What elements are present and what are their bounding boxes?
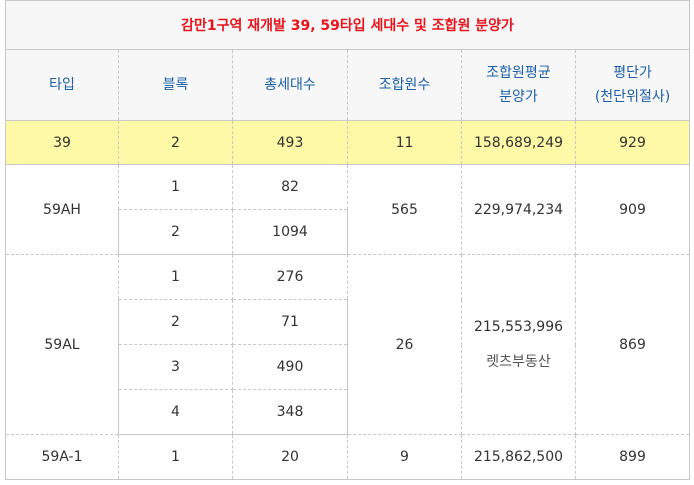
table-row-59ah-2: 2 1094 [6,209,690,255]
header-total-households: 총세대수 [232,49,348,121]
block-cell: 2 [118,209,233,255]
type-cell: 59AH [5,164,119,255]
households-cell: 20 [232,434,348,480]
households-cell: 493 [232,120,348,165]
table-row-39: 39 2 493 11 158,689,249 929 [5,120,691,165]
per-pyeong-cell: 909 [574,164,691,255]
members-cell: 9 [347,434,462,480]
header-members: 조합원수 [347,49,462,121]
header-type: 타입 [5,49,119,121]
header-per-pyeong-line2: (천단위절사) [594,89,671,105]
avg-price-cell: 158,689,249 [461,120,576,165]
block-cell: 1 [118,434,233,480]
table-row-59al-1: 59AL 1 276 26 215,553,996 렛츠부동산 869 [5,254,691,435]
households-cell: 490 [232,344,348,390]
header-block: 블록 [118,49,233,121]
header-per-pyeong-line1: 평단가 [613,65,652,81]
table-row-59ah-1: 59AH 1 82 565 229,974,234 909 [5,164,691,255]
type-cell: 59AL [5,254,119,435]
block-cell: 1 [118,254,233,300]
per-pyeong-cell: 929 [574,120,691,165]
avg-price-value: 215,553,996 [473,318,564,335]
per-pyeong-cell: 899 [574,434,691,480]
block-cell: 4 [118,389,233,435]
households-cell: 1094 [232,209,348,255]
avg-price-cell: 215,862,500 [461,434,576,480]
watermark-text: 렛츠부동산 [486,353,551,370]
avg-price-cell: 215,553,996 렛츠부동산 [461,254,576,435]
households-cell: 276 [232,254,348,300]
members-cell: 11 [347,120,462,165]
header-avg-price: 조합원평균 분양가 [461,49,576,121]
block-cell: 2 [118,120,233,165]
members-cell: 565 [347,164,462,255]
members-cell: 26 [347,254,462,435]
avg-price-cell: 229,974,234 [461,164,576,255]
header-per-pyeong: 평단가 (천단위절사) [574,49,691,121]
per-pyeong-cell: 869 [574,254,691,435]
block-cell: 1 [118,164,233,210]
type-cell: 39 [5,120,119,165]
type-cell: 59A-1 [5,434,119,480]
block-cell: 3 [118,344,233,390]
table-row-59al-2: 2 71 [6,299,690,345]
table-row-59al-4: 4 348 [6,389,690,435]
households-cell: 82 [232,164,348,210]
table-title: 감만1구역 재개발 39, 59타입 세대수 및 조합원 분양가 [4,0,691,50]
households-cell: 71 [232,299,348,345]
table-row-59al-3: 3 490 [6,344,690,390]
table-row-59a-1: 59A-1 1 20 9 215,862,500 899 [5,434,691,480]
header-row: 타입 블록 총세대수 조합원수 조합원평균 분양가 평단가 (천단위절사) [5,49,691,121]
title-row: 감만1구역 재개발 39, 59타입 세대수 및 조합원 분양가 [4,0,691,50]
price-table: 감만1구역 재개발 39, 59타입 세대수 및 조합원 분양가 타입 블록 총… [4,0,691,480]
households-cell: 348 [232,389,348,435]
block-cell: 2 [118,299,233,345]
header-avg-price-line1: 조합원평균 [486,65,551,81]
header-avg-price-line2: 분양가 [499,89,538,105]
